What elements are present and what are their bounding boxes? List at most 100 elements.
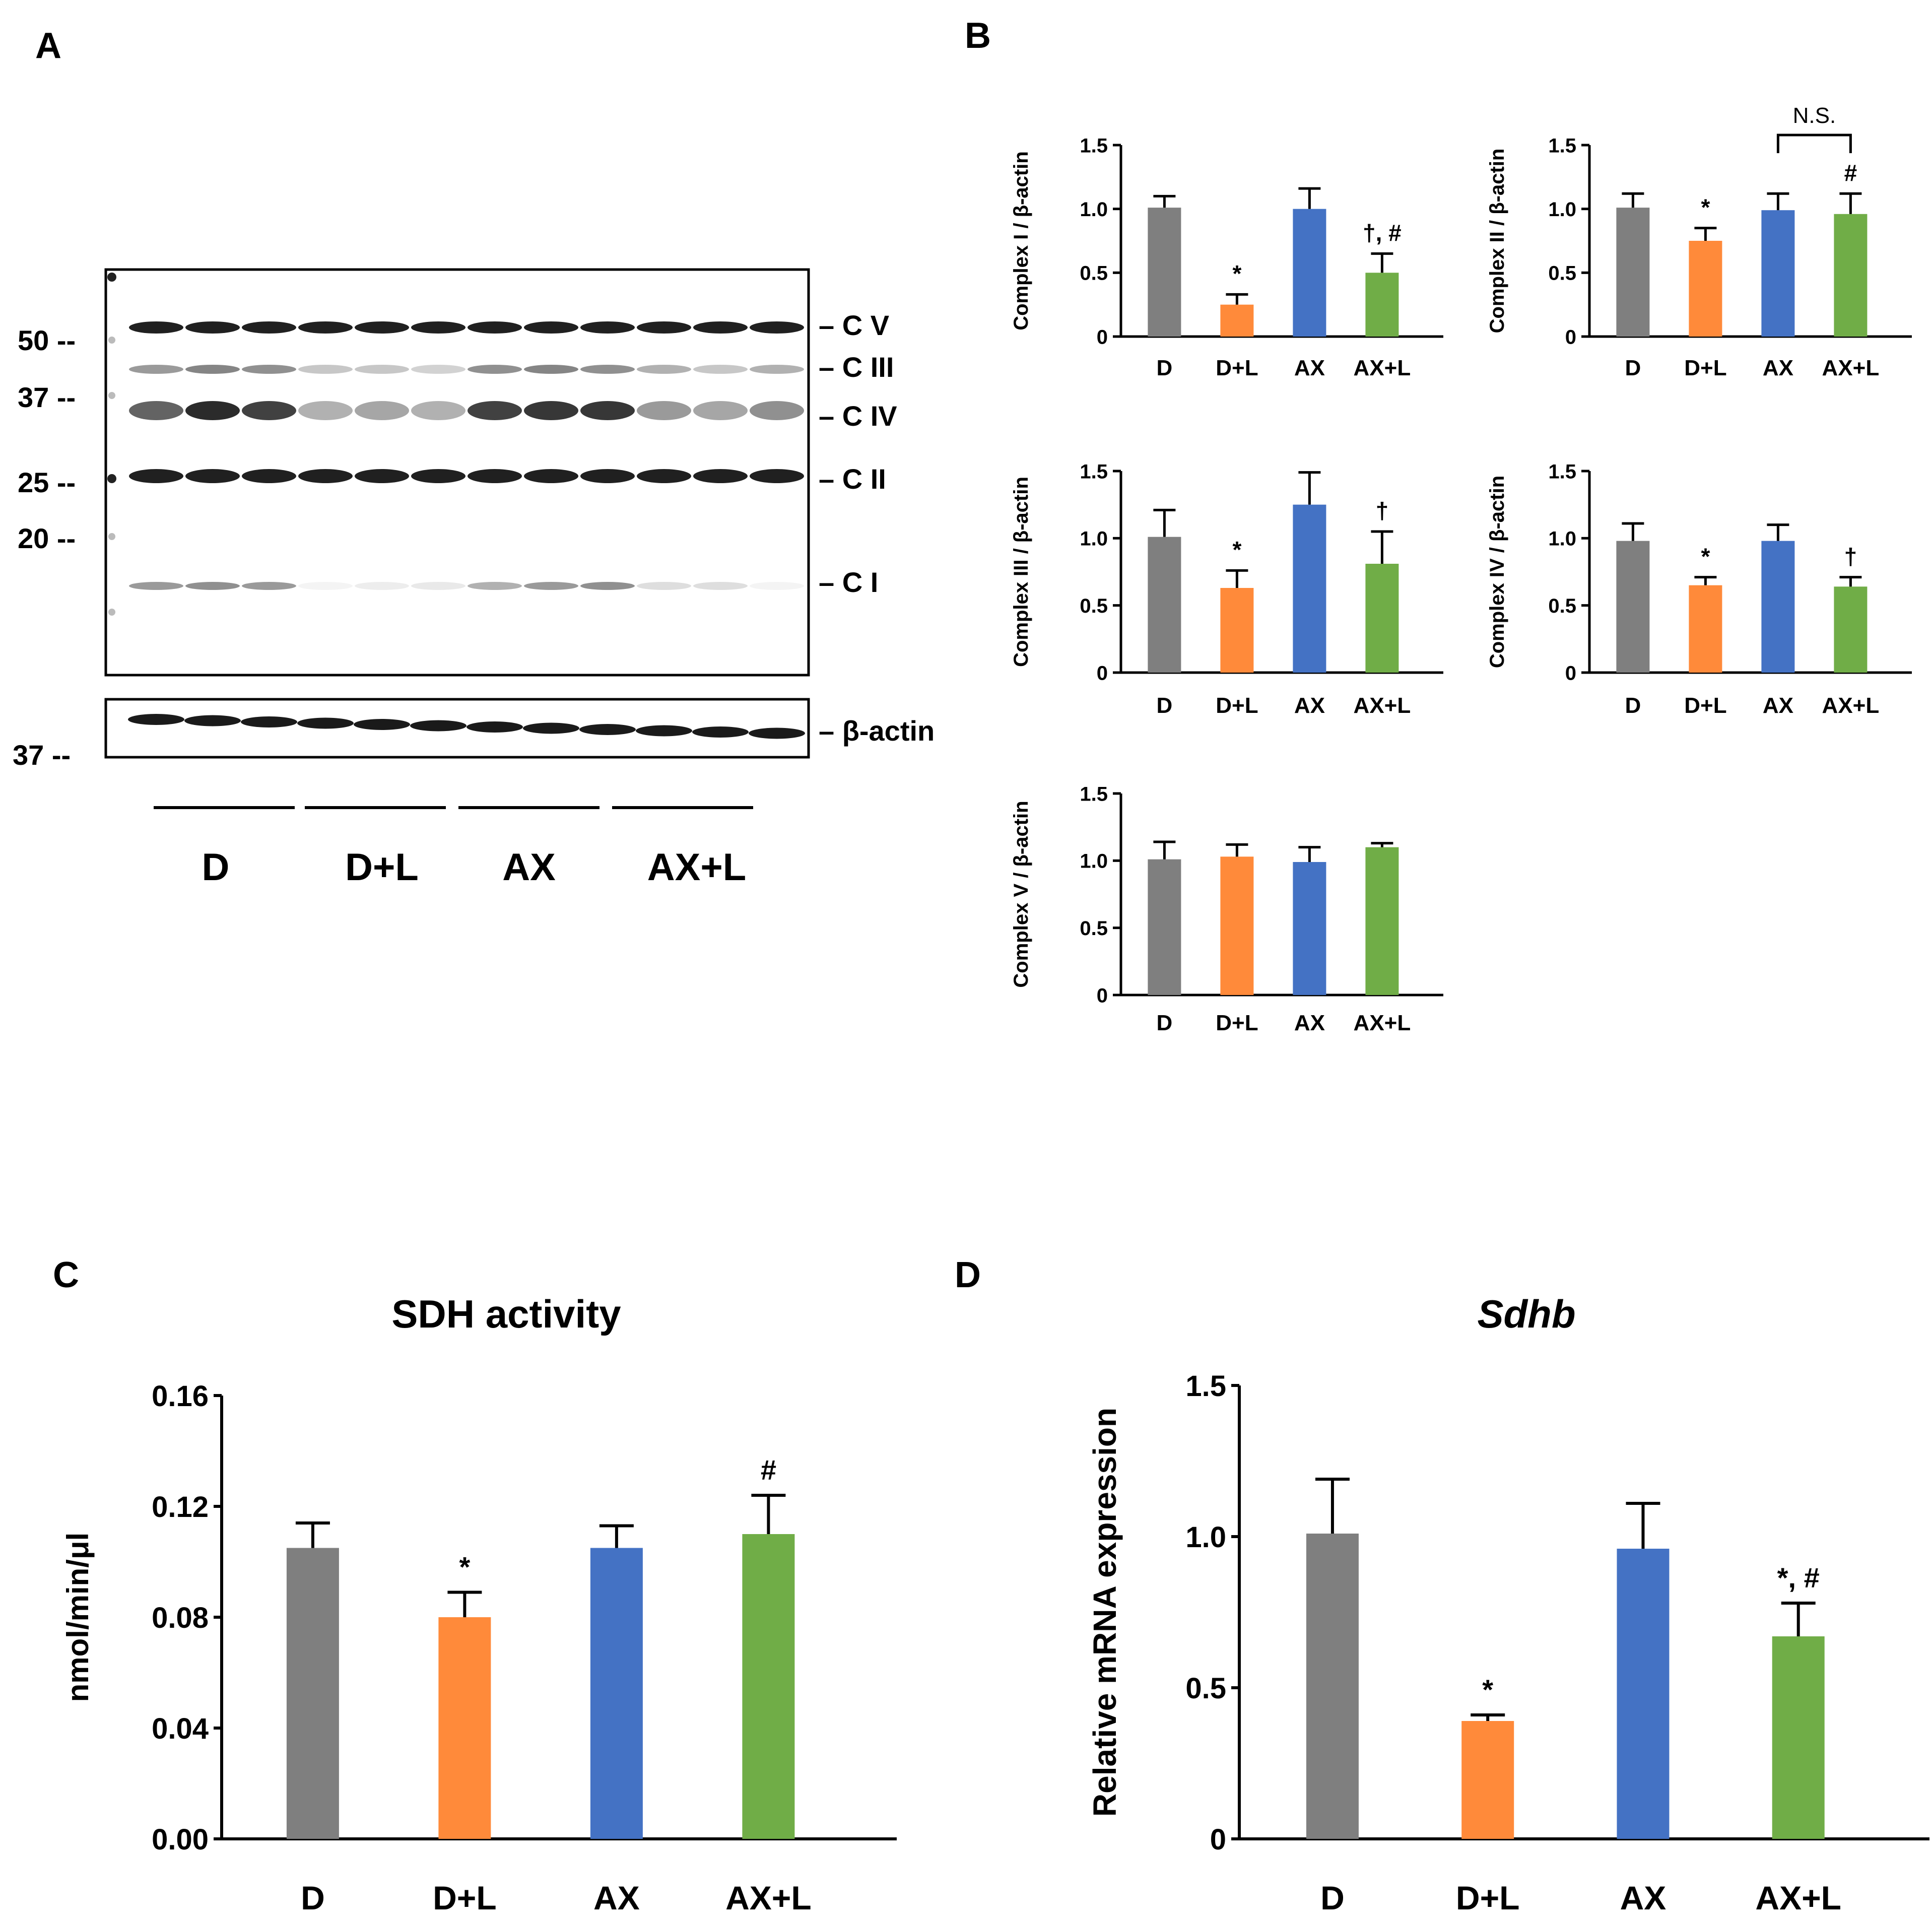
y-tick-label: 0.5 <box>1080 917 1108 940</box>
blot-band-ciii <box>524 365 578 374</box>
blot-actin-frame <box>104 698 810 759</box>
y-axis-label: nmol/min/μl <box>61 1533 95 1702</box>
blot-band-cii <box>637 469 691 483</box>
y-tick-label: 0 <box>1210 1823 1226 1856</box>
blot-band-ci <box>750 582 804 590</box>
bar <box>1689 585 1722 673</box>
marker-37: 37 -- <box>18 381 76 413</box>
blot-band-ciii <box>355 365 409 374</box>
x-tick-label: D <box>1157 693 1173 718</box>
blot-band-civ <box>524 401 578 420</box>
y-tick-label: 0 <box>1097 326 1108 348</box>
bar <box>1834 214 1868 337</box>
bracket-label: N.S. <box>1793 103 1836 128</box>
bar <box>438 1617 491 1839</box>
blot-band-cii <box>524 469 578 483</box>
y-axis-label: Complex III / β-actin <box>1010 477 1032 667</box>
y-tick-label: 0.5 <box>1548 595 1576 617</box>
blot-band-cii <box>129 469 183 483</box>
blot-band-actin <box>579 724 636 735</box>
blot-band-ci <box>242 582 296 590</box>
bar <box>1293 504 1326 673</box>
blot-band-ci <box>524 582 578 590</box>
x-tick-label: AX <box>1294 1011 1325 1035</box>
y-tick-label: 1.0 <box>1548 198 1576 221</box>
blot-band-cv <box>693 321 748 334</box>
blot-band-actin <box>467 721 523 733</box>
x-tick-label: D+L <box>1216 356 1258 380</box>
y-tick-label: 0.16 <box>152 1380 209 1413</box>
x-tick-label: AX+L <box>1354 693 1411 718</box>
x-tick-label: D+L <box>433 1879 497 1916</box>
bar <box>1293 209 1326 337</box>
ladder-dot <box>107 474 116 483</box>
chart-complex-iv: 0 0.5 1.0 1.5 Complex IV / β-actin D D+L * AX AX+… <box>1486 460 1912 718</box>
y-tick-label: 0.12 <box>152 1491 209 1523</box>
bar <box>590 1548 643 1839</box>
blot-band-cv <box>355 321 409 334</box>
blot-band-ci <box>411 582 465 590</box>
x-tick-label: AX+L <box>1354 1011 1411 1035</box>
blot-band-cii <box>750 469 804 483</box>
blot-band-ciii <box>468 365 522 374</box>
blot-band-civ <box>580 401 635 420</box>
y-tick-label: 1.0 <box>1080 528 1108 550</box>
band-label-actin: – β-actin <box>819 715 935 747</box>
blot-band-actin <box>297 717 354 729</box>
x-tick-label: AX <box>593 1879 640 1916</box>
x-tick-label: D <box>1157 356 1173 380</box>
group-label-d: D <box>202 846 230 889</box>
marker-20: 20 -- <box>18 522 76 554</box>
chart-complex-ii: 0 0.5 1.0 1.5 Complex II / β-actin D D+L * AX AX+… <box>1486 103 1912 380</box>
panel-label-b: B <box>965 16 991 56</box>
blot-band-civ <box>637 401 691 420</box>
bar <box>1761 210 1795 337</box>
blot-band-actin <box>636 725 692 737</box>
blot-band-actin <box>749 727 805 739</box>
x-tick-label: AX+L <box>1822 693 1880 718</box>
blot-band-ci <box>129 582 183 590</box>
ladder-dot <box>107 273 116 282</box>
blot-bands <box>107 273 804 616</box>
bar <box>1148 208 1181 337</box>
y-tick-label: 0.04 <box>152 1712 209 1745</box>
blot-band-cv <box>637 321 691 334</box>
x-tick-label: AX+L <box>1755 1879 1841 1916</box>
x-tick-label: D+L <box>1216 1011 1258 1035</box>
blot-band-actin <box>523 722 579 734</box>
blot-band-civ <box>355 401 409 420</box>
bar <box>1365 564 1399 673</box>
x-tick-label: D <box>1320 1879 1345 1916</box>
blot-band-ciii <box>693 365 748 374</box>
x-tick-label: D <box>1625 356 1641 380</box>
x-tick-label: D <box>1157 1011 1173 1035</box>
y-tick-label: 1.0 <box>1080 198 1108 221</box>
y-tick-label: 1.5 <box>1548 460 1576 483</box>
blot-band-ci <box>693 582 748 590</box>
chart-complex-i: 0 0.5 1.0 1.5 Complex I / β-actin D D+L * AX AX+L… <box>1010 135 1443 380</box>
bar <box>1834 586 1868 673</box>
blot-band-cv <box>185 321 240 334</box>
y-axis-label: Complex V / β-actin <box>1010 801 1032 987</box>
western-blot: 50 -- 37 -- 25 -- 20 -- 37 -- – C V – C … <box>13 268 935 889</box>
blot-band-actin <box>128 714 184 725</box>
bar <box>286 1548 339 1839</box>
blot-band-cv <box>242 321 296 334</box>
blot-band-civ <box>468 401 522 420</box>
chart-title: SDH activity <box>391 1292 621 1336</box>
y-tick-label: 0.5 <box>1080 262 1108 285</box>
x-tick-label: AX <box>1620 1879 1667 1916</box>
bar <box>1220 304 1254 337</box>
x-tick-label: AX+L <box>1822 356 1880 380</box>
bar <box>1148 537 1181 673</box>
blot-band-ciii <box>637 365 691 374</box>
blot-band-ci <box>298 582 353 590</box>
blot-band-civ <box>242 401 296 420</box>
group-label-dl: D+L <box>345 846 419 889</box>
blot-band-civ <box>693 401 748 420</box>
chart-title: Sdhb <box>1478 1292 1576 1336</box>
blot-band-cv <box>411 321 465 334</box>
blot-band-cii <box>411 469 465 483</box>
bar <box>1220 588 1254 673</box>
